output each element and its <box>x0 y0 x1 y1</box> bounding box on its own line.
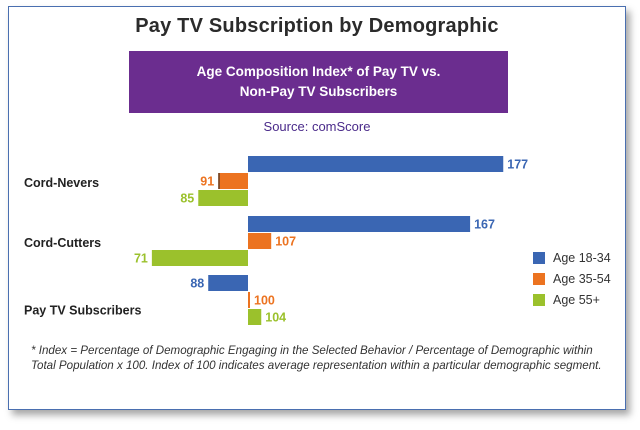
footnote: * Index = Percentage of Demographic Enga… <box>31 344 602 372</box>
legend-swatch-age-18-34 <box>533 251 545 264</box>
data-label: 100 <box>254 293 275 307</box>
category-label: Cord-Nevers <box>24 176 99 190</box>
source-label: Source: comScore <box>263 119 371 134</box>
bar <box>218 173 248 189</box>
legend-swatch-age-55-plus <box>533 293 545 306</box>
data-label: 91 <box>200 174 214 188</box>
legend-item-age-18-34: Age 18-34 <box>533 247 611 268</box>
bar <box>198 190 248 206</box>
chart-title: Pay TV Subscription by Demographic <box>135 15 499 37</box>
bar <box>208 275 248 291</box>
data-label: 88 <box>190 276 204 290</box>
legend: Age 18-34 Age 35-54 Age 55+ <box>533 247 611 310</box>
bar <box>151 250 248 266</box>
data-label: 107 <box>275 234 296 248</box>
data-label: 71 <box>134 251 148 265</box>
data-label: 167 <box>474 217 495 231</box>
bar-chart: Cord-Nevers 177 91 85 Cord-Cutters 167 107 71 Pa… <box>24 156 528 325</box>
legend-item-age-55-plus: Age 55+ <box>533 289 611 310</box>
legend-label: Age 55+ <box>553 292 600 307</box>
legend-swatch-age-35-54 <box>533 272 545 285</box>
category-label: Cord-Cutters <box>24 236 101 250</box>
bar <box>248 233 272 249</box>
bar <box>248 292 250 308</box>
banner-line-2: Non-Pay TV Subscribers <box>239 84 398 99</box>
banner-line-1: Age Composition Index* of Pay TV vs. <box>196 64 441 79</box>
bar <box>248 309 262 325</box>
chart-card: Pay TV Subscription by Demographic Age C… <box>8 6 626 410</box>
subtitle-banner: Age Composition Index* of Pay TV vs. Non… <box>129 51 508 113</box>
legend-label: Age 18-34 <box>553 250 611 265</box>
legend-item-age-35-54: Age 35-54 <box>533 268 611 289</box>
bar <box>248 156 504 172</box>
data-label: 104 <box>265 310 286 324</box>
category-label: Pay TV Subscribers <box>24 303 141 317</box>
data-label: 177 <box>507 157 528 171</box>
legend-label: Age 35-54 <box>553 271 611 286</box>
bar <box>248 216 471 232</box>
data-label: 85 <box>180 191 194 205</box>
